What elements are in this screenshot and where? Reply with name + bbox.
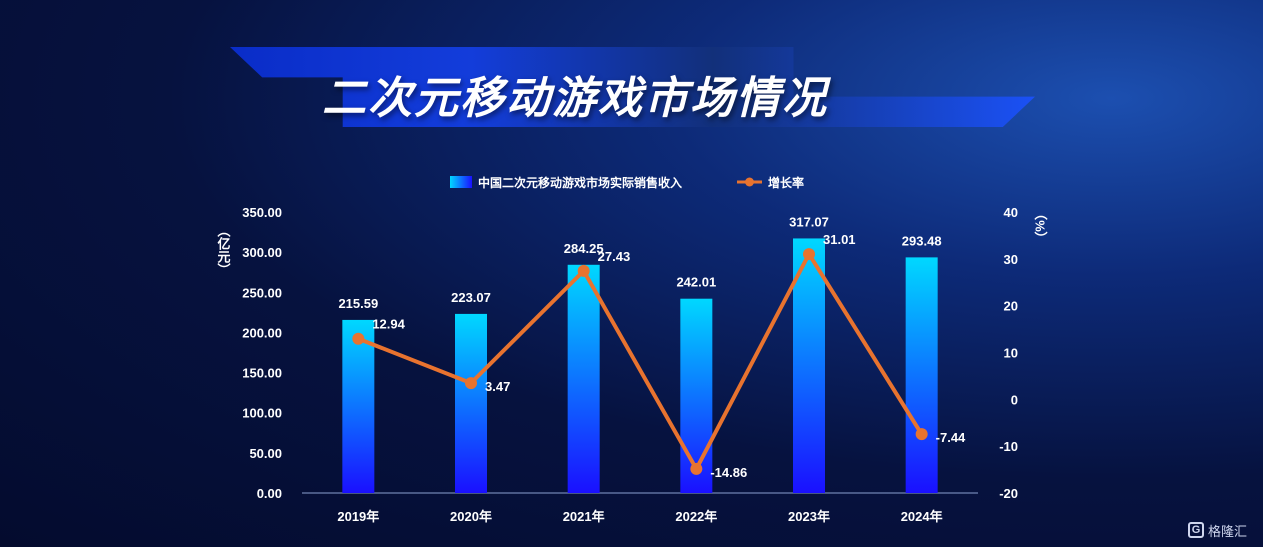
y-left-tick-label: 350.00 (242, 205, 282, 220)
growth-rate-point (803, 248, 815, 261)
legend-line-marker (745, 177, 754, 187)
growth-rate-point (465, 377, 477, 390)
y-right-tick-label: 10 (1004, 346, 1018, 361)
x-tick-label: 2019年 (337, 509, 379, 524)
y-left-tick-label: 200.00 (242, 325, 282, 340)
y-right-tick-label: -10 (999, 439, 1018, 454)
bar-data-label: 223.07 (451, 290, 491, 305)
y-left-tick-label: 250.00 (242, 285, 282, 300)
watermark-logo-icon: G (1188, 522, 1204, 538)
bar (455, 313, 487, 493)
growth-rate-point (352, 332, 365, 345)
bar (793, 238, 825, 493)
y-left-unit: （亿元） (216, 224, 232, 276)
watermark-text: 格隆汇 (1208, 523, 1248, 539)
bar (680, 298, 713, 493)
y-right-tick-label: 40 (1004, 205, 1018, 220)
growth-rate-point (915, 428, 928, 441)
bar-data-label: 215.59 (338, 296, 378, 311)
y-left-tick-label: 0.00 (257, 486, 282, 501)
page-title: 二次元移动游戏市场情况 (322, 74, 828, 123)
growth-rate-point (577, 264, 590, 277)
growth-rate-label: 31.01 (823, 232, 856, 247)
growth-rate-label: 3.47 (485, 379, 510, 394)
bar-data-label: 242.01 (676, 275, 716, 290)
growth-rate-line (357, 252, 924, 471)
bar (905, 257, 938, 493)
bar-data-label: 293.48 (902, 233, 942, 248)
y-right-tick-label: 30 (1004, 252, 1018, 267)
bar-data-label: 317.07 (789, 214, 829, 229)
growth-rate-label: 27.43 (598, 249, 631, 264)
y-left-tick-label: 50.00 (249, 446, 282, 461)
y-right-tick-label: -20 (999, 486, 1018, 501)
legend: 中国二次元移动游戏市场实际销售收入 增长率 (450, 175, 804, 190)
legend-bar-label: 中国二次元移动游戏市场实际销售收入 (478, 175, 682, 190)
y-left-tick-label: 300.00 (242, 245, 282, 260)
x-tick-label: 2020年 (450, 509, 492, 524)
growth-rate-label: 12.94 (372, 317, 405, 332)
growth-rate-label: -14.86 (710, 465, 747, 480)
bar (567, 264, 600, 493)
x-tick-label: 2024年 (901, 509, 943, 524)
watermark: G 格隆汇 (1188, 520, 1247, 540)
x-tick-label: 2021年 (563, 509, 605, 524)
y-right-tick-label: 0 (1011, 392, 1018, 407)
growth-rate-label: -7.44 (936, 430, 966, 445)
y-left-tick-label: 100.00 (242, 406, 282, 421)
legend-bar-swatch (450, 176, 472, 188)
bar-data-label: 284.25 (564, 241, 604, 256)
y-right-unit: （%） (1033, 207, 1049, 245)
legend-line-label: 增长率 (768, 175, 804, 190)
y-right-tick-label: 20 (1004, 299, 1018, 314)
y-left-tick-label: 150.00 (242, 366, 282, 381)
x-tick-label: 2023年 (788, 509, 830, 524)
growth-rate-point (690, 462, 703, 475)
x-tick-label: 2022年 (675, 509, 717, 524)
bar (342, 319, 375, 493)
